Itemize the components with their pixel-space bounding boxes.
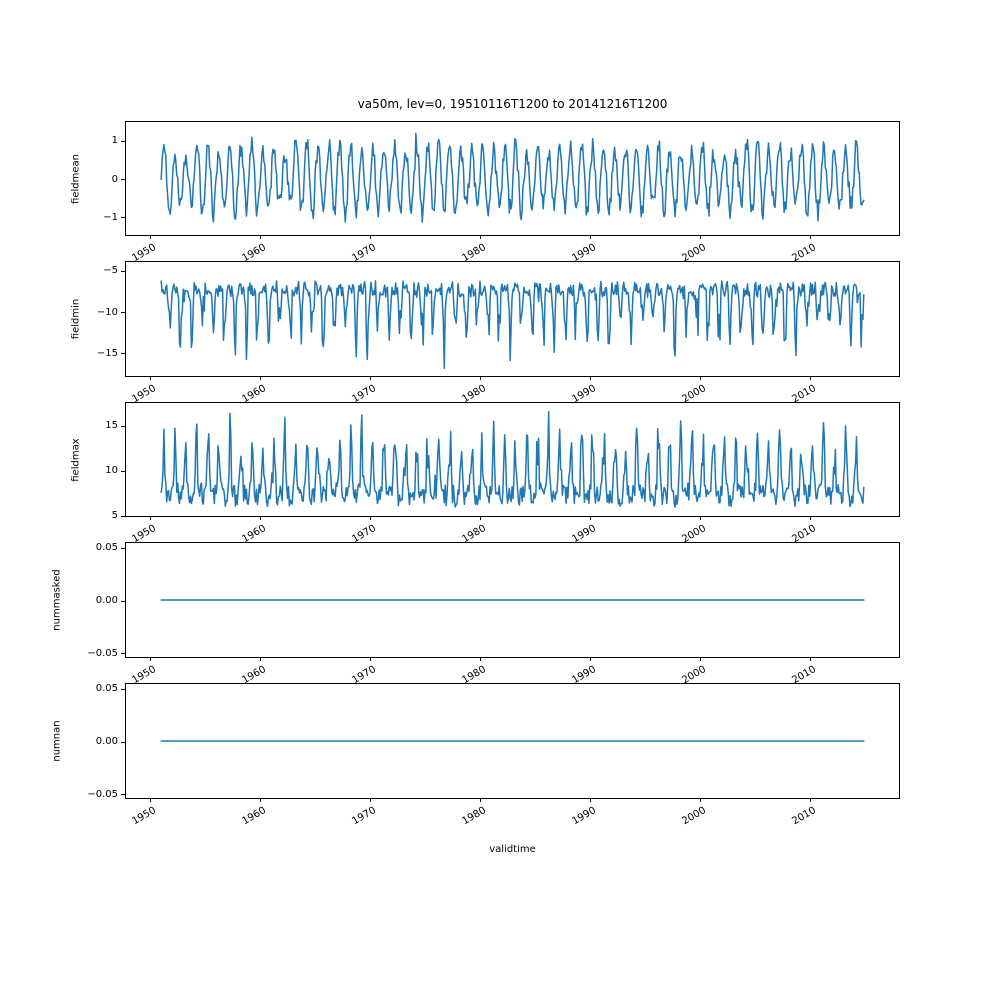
y-tick-mark — [121, 547, 125, 549]
x-tick-mark — [589, 657, 591, 661]
x-tick-label: 2010 — [790, 805, 818, 828]
x-tick-mark — [589, 516, 591, 520]
y-tick-mark — [121, 653, 125, 655]
x-tick-mark — [699, 376, 701, 380]
axes-fieldmin: fieldmin −15 −10 −5 1950 1960 1970 1980 1990 200… — [71, 261, 900, 405]
x-tick-label: 1980 — [460, 805, 489, 828]
x-tick-label: 1960 — [240, 805, 269, 828]
line-series-fieldmax — [160, 410, 865, 508]
x-tick-mark — [589, 798, 591, 802]
y-tick-mark — [121, 140, 125, 142]
y-tick-mark — [121, 741, 125, 743]
x-tick-mark — [260, 657, 262, 661]
y-tick-label: 10 — [105, 465, 118, 477]
x-tick-mark — [150, 516, 152, 520]
y-tick-label: −5 — [103, 265, 118, 277]
data-line-fieldmax — [160, 410, 865, 508]
line-series-nummasked — [160, 599, 865, 601]
x-tick-label: 1970 — [350, 805, 379, 828]
x-tick-mark — [370, 657, 372, 661]
y-tick-label: −0.05 — [87, 788, 118, 800]
y-tick-mark — [121, 179, 125, 180]
x-tick-mark — [699, 657, 701, 661]
x-tick-mark — [150, 798, 152, 802]
y-tick-mark — [121, 270, 125, 272]
y-tick-label: 0.00 — [95, 595, 118, 606]
x-tick-mark — [480, 516, 482, 520]
x-tick-mark — [150, 657, 152, 661]
x-tick-mark — [370, 798, 372, 802]
y-tick-mark — [121, 688, 125, 690]
y-tick-mark — [121, 470, 125, 472]
x-tick-mark — [589, 235, 591, 239]
x-tick-mark — [699, 516, 701, 520]
line-series-fieldmean — [160, 132, 865, 223]
y-tick-label: −1 — [103, 211, 118, 223]
x-tick-mark — [809, 657, 811, 661]
x-tick-mark — [699, 235, 701, 239]
axes-nummasked: nummasked −0.05 0.00 0.05 1950 1960 1970 1980 1… — [52, 542, 900, 686]
line-series-numnan — [160, 740, 865, 742]
x-tick-mark — [370, 235, 372, 239]
axes-numnan: numnan −0.05 0.00 0.05 1950 1960 1970 1980 1990… — [52, 683, 900, 827]
x-tick-label: 1950 — [130, 805, 159, 828]
y-tick-mark — [121, 217, 125, 219]
x-tick-mark — [809, 516, 811, 520]
x-tick-mark — [699, 798, 701, 802]
axes-fieldmax: fieldmax 5 10 15 1950 1960 1970 1980 1990 2000 20… — [71, 402, 900, 545]
x-tick-mark — [480, 657, 482, 661]
ylabel-nummasked: nummasked — [51, 569, 63, 631]
x-tick-mark — [809, 376, 811, 380]
y-tick-mark — [121, 794, 125, 796]
x-tick-label: 1990 — [570, 805, 598, 828]
x-tick-mark — [480, 235, 482, 239]
x-tick-mark — [260, 516, 262, 520]
data-line-fieldmin — [160, 280, 865, 370]
ylabel-fieldmin: fieldmin — [70, 298, 82, 340]
y-tick-label: −0.05 — [87, 647, 118, 659]
x-tick-mark — [260, 235, 262, 239]
x-tick-mark — [809, 235, 811, 239]
line-series-fieldmin — [160, 280, 865, 370]
x-tick-mark — [260, 798, 262, 802]
x-axis-label: validtime — [489, 844, 536, 855]
y-tick-label: 15 — [105, 420, 118, 432]
chart-title: va50m, lev=0, 19510116T1200 to 20141216T… — [357, 97, 668, 111]
y-tick-label: 0 — [111, 173, 118, 185]
x-tick-mark — [480, 376, 482, 380]
y-tick-mark — [121, 515, 125, 517]
x-tick-mark — [480, 798, 482, 802]
x-tick-mark — [589, 376, 591, 380]
y-tick-mark — [121, 425, 125, 427]
x-tick-label: 2000 — [680, 805, 708, 828]
y-tick-mark — [121, 353, 125, 355]
y-tick-label: 0.05 — [95, 683, 118, 695]
ylabel-numnan: numnan — [51, 720, 63, 762]
x-tick-mark — [150, 235, 152, 239]
x-tick-mark — [370, 376, 372, 380]
y-tick-label: 1 — [111, 135, 118, 147]
y-tick-mark — [121, 312, 125, 314]
y-tick-mark — [121, 600, 125, 602]
y-tick-label: −15 — [96, 347, 118, 359]
x-tick-mark — [150, 376, 152, 380]
data-line-fieldmean — [160, 132, 865, 223]
x-tick-mark — [260, 376, 262, 380]
y-tick-label: 0.05 — [95, 542, 118, 554]
y-tick-label: 5 — [111, 510, 118, 522]
y-tick-label: −10 — [96, 306, 118, 318]
y-tick-label: 0.00 — [95, 736, 118, 747]
x-tick-mark — [370, 516, 372, 520]
axes-fieldmean: fieldmean −1 0 1 1950 1960 1970 1980 1990 2000 20… — [71, 121, 900, 264]
x-tick-mark — [809, 798, 811, 802]
